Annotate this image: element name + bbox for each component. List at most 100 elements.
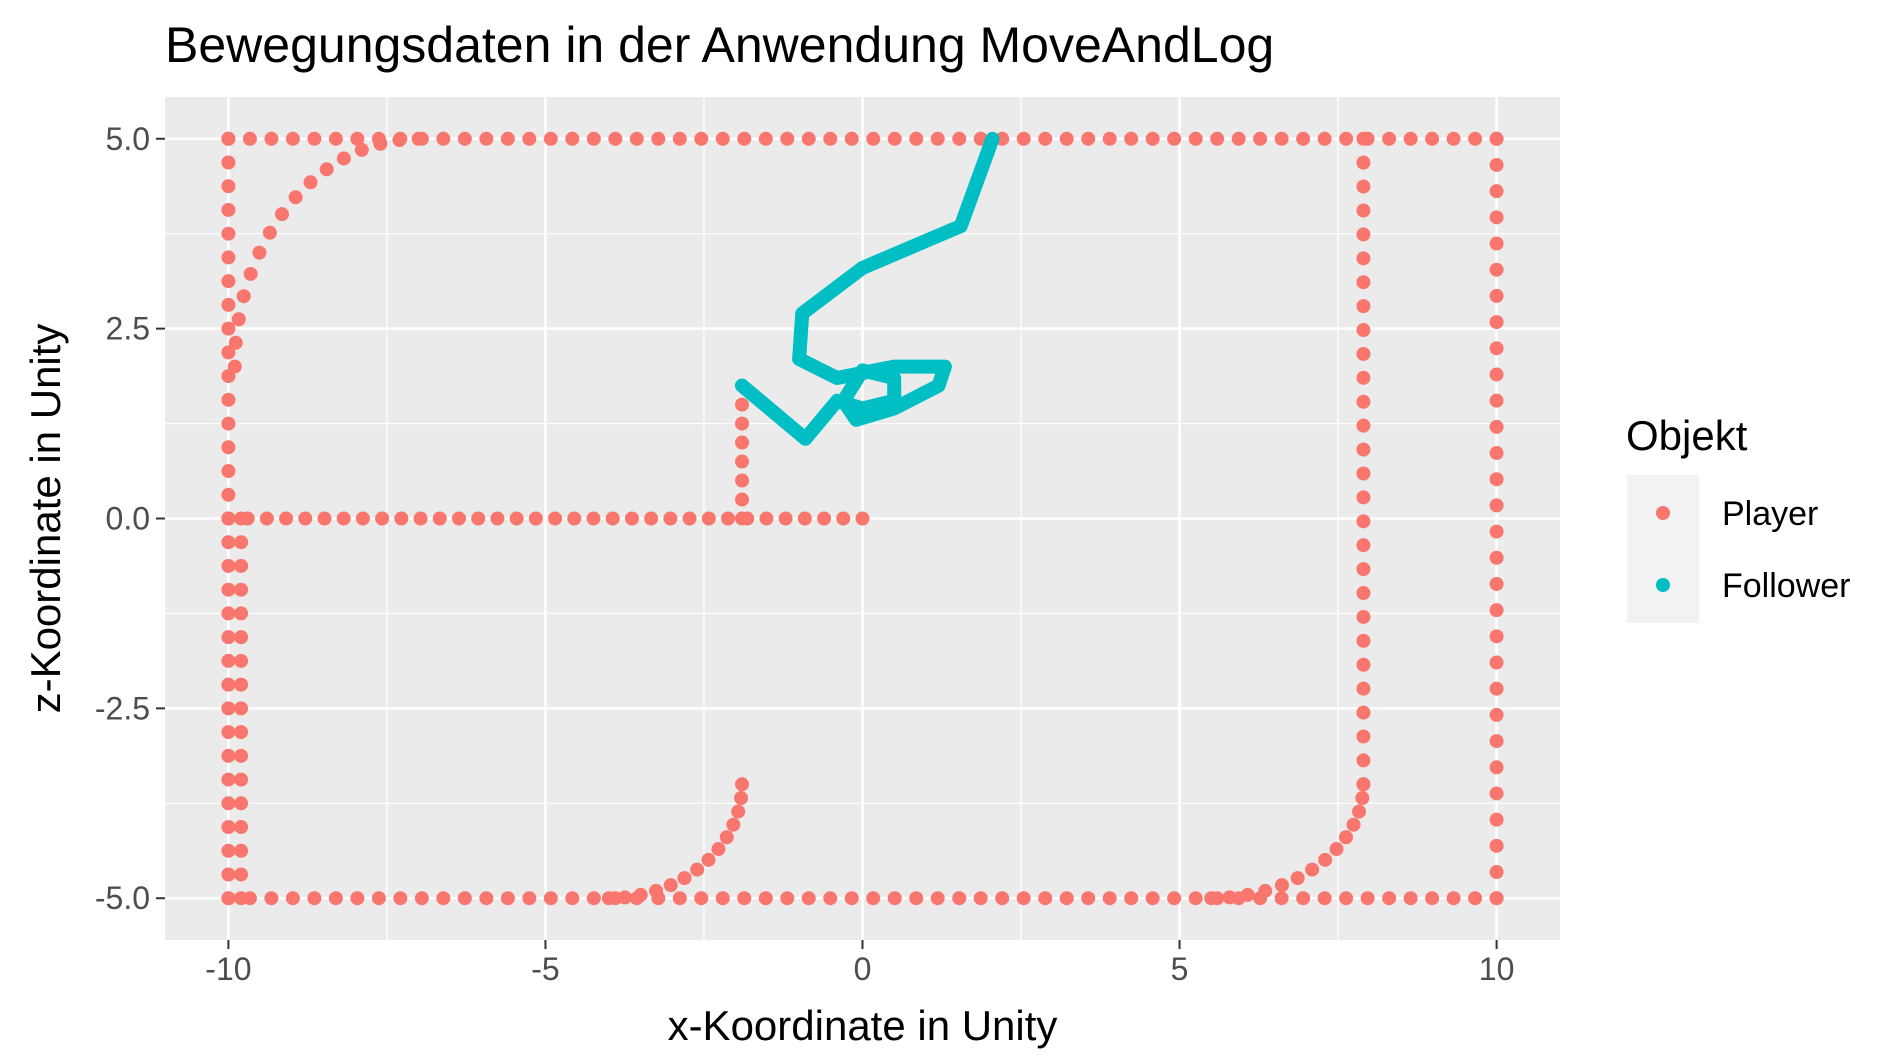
data-point [288, 190, 303, 205]
data-point [1356, 346, 1371, 361]
data-point [1356, 418, 1371, 433]
data-point [1253, 131, 1268, 146]
data-point [1489, 288, 1504, 303]
y-tick-label: 5.0 [106, 121, 150, 157]
data-point [274, 207, 289, 222]
data-point [221, 202, 236, 217]
data-point [617, 890, 632, 905]
data-point [373, 136, 388, 151]
data-point [221, 416, 236, 431]
data-point [1356, 729, 1371, 744]
data-point [633, 887, 648, 902]
data-point [1489, 498, 1504, 513]
data-point [221, 155, 236, 170]
data-point [319, 162, 334, 177]
data-point [1318, 852, 1333, 867]
data-point [234, 725, 249, 740]
data-point [350, 131, 365, 146]
data-point [1489, 393, 1504, 408]
data-point [1356, 179, 1371, 194]
data-point [778, 511, 793, 526]
data-point [1489, 184, 1504, 199]
data-point [737, 891, 752, 906]
data-point [1489, 681, 1504, 696]
x-axis-title: x-Koordinate in Unity [668, 1002, 1058, 1049]
data-point [672, 891, 687, 906]
data-point [605, 511, 620, 526]
data-point [1489, 786, 1504, 801]
data-point [221, 464, 236, 479]
data-point [759, 511, 774, 526]
data-point [1489, 865, 1504, 880]
data-point [1317, 891, 1332, 906]
series-layer [221, 131, 1504, 906]
data-point [221, 701, 236, 716]
data-point [234, 511, 249, 526]
data-point [1489, 838, 1504, 853]
data-point [1489, 655, 1504, 670]
data-point [1356, 251, 1371, 266]
y-tick-label: 0.0 [106, 501, 150, 537]
data-point [1489, 629, 1504, 644]
data-point [624, 511, 639, 526]
data-point [1145, 131, 1160, 146]
data-point [328, 131, 343, 146]
data-point [715, 891, 730, 906]
data-point [1489, 472, 1504, 487]
data-point [350, 891, 365, 906]
data-point [701, 852, 716, 867]
data-point [1446, 891, 1461, 906]
data-point [221, 677, 236, 692]
data-point [1403, 131, 1418, 146]
data-point [228, 335, 243, 350]
data-point [726, 817, 741, 832]
data-point [801, 131, 816, 146]
data-point [690, 862, 705, 877]
data-point [221, 772, 236, 787]
data-point [285, 891, 300, 906]
data-point [1489, 760, 1504, 775]
data-point [844, 891, 859, 906]
data-point [221, 226, 236, 241]
x-tick-label: 0 [854, 951, 872, 987]
data-point [663, 878, 678, 893]
data-point [234, 891, 249, 906]
data-point [522, 891, 537, 906]
data-point [221, 487, 236, 502]
data-point [836, 511, 851, 526]
data-point [221, 558, 236, 573]
data-point [411, 131, 426, 146]
data-point [221, 748, 236, 763]
data-point [1356, 681, 1371, 696]
data-point [737, 131, 752, 146]
data-point [457, 131, 472, 146]
data-point [601, 891, 616, 906]
data-point [221, 535, 236, 550]
data-point [780, 891, 795, 906]
data-point [1274, 131, 1289, 146]
data-point [234, 867, 249, 882]
data-point [457, 891, 472, 906]
data-point [735, 416, 750, 431]
data-point [234, 653, 249, 668]
data-point [1489, 236, 1504, 251]
data-point [303, 175, 318, 190]
data-point [221, 653, 236, 668]
data-point [1102, 891, 1117, 906]
data-point [1188, 891, 1203, 906]
data-point [221, 392, 236, 407]
data-point [952, 891, 967, 906]
data-point [1167, 891, 1182, 906]
data-point [1296, 131, 1311, 146]
data-point [1382, 131, 1397, 146]
data-point [1489, 419, 1504, 434]
data-point [307, 131, 322, 146]
data-point [995, 891, 1010, 906]
data-point [355, 511, 370, 526]
data-point [221, 891, 236, 906]
data-point [221, 440, 236, 455]
legend-title: Objekt [1626, 412, 1748, 459]
data-point [234, 606, 249, 621]
data-point [221, 250, 236, 265]
data-point [414, 891, 429, 906]
